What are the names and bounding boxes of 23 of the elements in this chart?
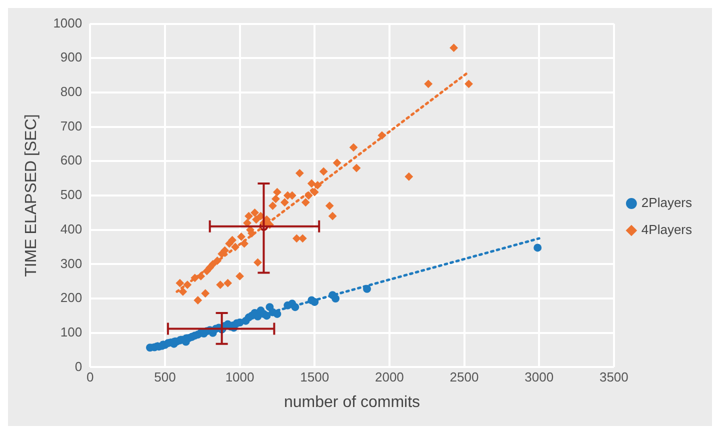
y-tick-label: 600 (60, 152, 82, 168)
y-tick-label: 900 (60, 50, 82, 65)
y-tick-label: 700 (60, 118, 82, 134)
y-tick-label: 400 (60, 221, 82, 236)
legend-label: 4Players (641, 222, 692, 238)
y-tick-label: 500 (60, 187, 82, 202)
y-tick-label: 0 (74, 358, 82, 374)
legend-label: 2Players (641, 195, 692, 210)
x-axis-title: number of commits (284, 394, 420, 411)
y-tick-label: 300 (60, 256, 82, 271)
y-tick-label: 1000 (53, 15, 82, 30)
y-tick-label: 200 (60, 290, 82, 306)
x-tick-label: 2000 (374, 370, 404, 385)
x-tick-label: 500 (154, 370, 176, 385)
x-tick-label: 1500 (300, 370, 330, 385)
x-tick-label: 3000 (524, 370, 554, 385)
y-tick-label: 800 (60, 84, 82, 100)
x-tick-label: 3500 (599, 370, 628, 385)
x-tick-label: 1000 (225, 370, 254, 385)
x-tick-label: 0 (86, 370, 94, 385)
y-axis-title: TIME ELAPSED [SEC] (23, 114, 40, 277)
y-tick-label: 100 (60, 324, 82, 340)
x-tick-label: 2500 (450, 370, 479, 385)
